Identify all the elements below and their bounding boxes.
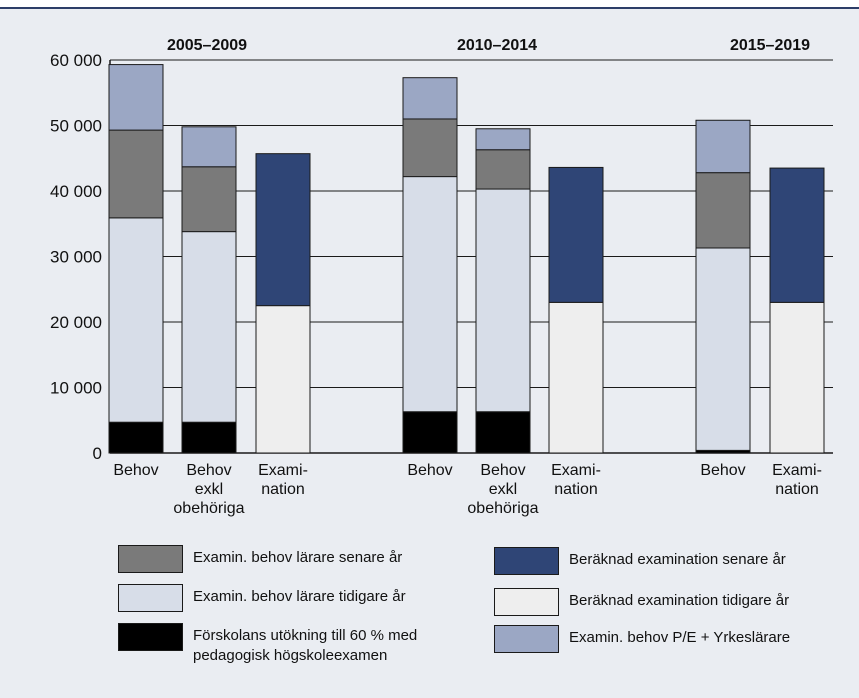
- legend-swatch: [494, 547, 559, 575]
- legend-label: Examin. behov P/E + Yrkeslärare: [569, 629, 791, 646]
- group-header: 2015–2019: [730, 37, 810, 54]
- legend-swatch: [494, 588, 559, 616]
- legend-label: Förskolans utökning till 60 % med pedago…: [193, 627, 418, 664]
- y-tick-label: 60 000: [50, 51, 102, 70]
- x-tick-label: nation: [554, 481, 598, 498]
- bar-segment: [402, 77, 458, 120]
- top-rule: [0, 7, 859, 9]
- legend-label: Beräknad examination tidigare år: [569, 592, 790, 609]
- bar-segment: [695, 119, 751, 174]
- bar-segment: [402, 176, 458, 413]
- bar-segment: [695, 247, 751, 451]
- legend-label: Examin. behov lärare tidigare år: [193, 588, 406, 605]
- bar-segment: [475, 188, 531, 413]
- x-tick-label: Exami-: [258, 462, 308, 479]
- y-tick-label: 50 000: [50, 117, 102, 136]
- x-tick-label: Behov: [113, 462, 158, 479]
- x-tick-label: nation: [775, 481, 819, 498]
- bar-segment: [181, 166, 237, 233]
- y-tick-label: 40 000: [50, 182, 102, 201]
- y-tick-label: 30 000: [50, 248, 102, 267]
- x-tick-label: Behov: [480, 462, 525, 479]
- legend-item-senare-behov: Examin. behov lärare senare år: [118, 545, 453, 573]
- legend-swatch: [118, 584, 183, 612]
- bar-segment: [475, 411, 531, 454]
- bar-segment: [402, 411, 458, 454]
- bar-segment: [402, 118, 458, 178]
- bar-segment: [108, 421, 164, 454]
- stacked-bar-chart: 0 10 000 20 000 30 000 40 000 50 000 60 000 200…: [50, 37, 833, 517]
- bar-segment: [695, 172, 751, 249]
- legend-item-forskola: Förskolans utökning till 60 % med pedago…: [118, 623, 433, 666]
- x-tick-label: Behov: [700, 462, 745, 479]
- x-tick-label: obehöriga: [467, 500, 538, 517]
- y-tick-label: 10 000: [50, 379, 102, 398]
- legend-item-tidigare-behov: Examin. behov lärare tidigare år: [118, 584, 453, 612]
- x-tick-label: Exami-: [772, 462, 822, 479]
- bar-segment: [548, 301, 604, 454]
- x-tick-label: obehöriga: [173, 500, 244, 517]
- legend-item-tidigare-exam: Beräknad examination tidigare år: [494, 588, 829, 616]
- y-tick-label: 0: [93, 444, 102, 463]
- legend-item-pe-yrkes: Examin. behov P/E + Yrkeslärare: [494, 625, 829, 653]
- bar-segment: [181, 126, 237, 168]
- legend-label: Beräknad examination senare år: [569, 551, 786, 568]
- y-tick-label: 20 000: [50, 313, 102, 332]
- bar-segment: [769, 167, 825, 303]
- bar-segment: [108, 129, 164, 219]
- bar-segment: [255, 305, 311, 454]
- legend-item-senare-exam: Beräknad examination senare år: [494, 547, 829, 575]
- bar-segment: [181, 231, 237, 423]
- x-tick-label: nation: [261, 481, 305, 498]
- bar-segment: [475, 128, 531, 151]
- legend-swatch: [118, 623, 183, 651]
- bar-segment: [181, 421, 237, 454]
- x-tick-label: exkl: [195, 481, 223, 498]
- legend-label: Examin. behov lärare senare år: [193, 549, 403, 566]
- bar-segment: [108, 217, 164, 423]
- x-tick-label: Exami-: [551, 462, 601, 479]
- legend-swatch: [494, 625, 559, 653]
- bar-segment: [475, 149, 531, 190]
- bar-segment: [255, 153, 311, 307]
- bar-segment: [769, 301, 825, 454]
- x-tick-label: Behov: [407, 462, 452, 479]
- legend-swatch: [118, 545, 183, 573]
- x-tick-label: Behov: [186, 462, 231, 479]
- bar-segment: [548, 166, 604, 303]
- group-header: 2010–2014: [457, 37, 537, 54]
- x-tick-label: exkl: [489, 481, 517, 498]
- bar-segment: [108, 64, 164, 131]
- group-header: 2005–2009: [167, 37, 247, 54]
